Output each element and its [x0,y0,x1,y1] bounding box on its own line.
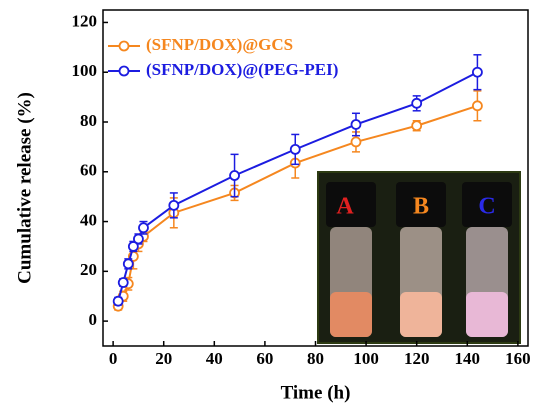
data-point [412,99,421,108]
y-axis-title: Cumulative release (%) [14,92,35,284]
y-tick-label: 100 [72,61,98,80]
y-tick-label: 40 [80,210,97,229]
data-point [473,68,482,77]
legend-marker [120,67,129,76]
data-point [351,137,360,146]
x-tick-label: 20 [155,349,172,368]
data-point [351,120,360,129]
data-point [119,278,128,287]
data-point [473,101,482,110]
y-tick-label: 120 [72,11,98,30]
y-tick-label: 20 [80,260,97,279]
x-tick-label: 140 [455,349,481,368]
x-tick-label: 160 [505,349,531,368]
y-tick-label: 60 [80,161,97,180]
y-tick-label: 80 [80,111,97,130]
inset-label: A [336,194,354,220]
legend-marker [120,42,129,51]
inset-label: B [413,194,429,220]
data-point [114,297,123,306]
data-point [169,201,178,210]
data-point [124,259,133,268]
data-point [139,223,148,232]
legend-label: (SFNP/DOX)@(PEG-PEI) [146,60,338,79]
data-point [134,234,143,243]
y-tick-label: 0 [89,310,98,329]
x-tick-label: 60 [256,349,273,368]
inset-label: C [478,194,495,220]
chart: 0 20 40 60 80 100 120 140 160 0 20 40 60 80 100 120 Time… [0,0,545,409]
legend-label: (SFNP/DOX)@GCS [146,35,293,54]
x-tick-label: 100 [353,349,379,368]
data-point [230,171,239,180]
x-tick-label: 40 [206,349,223,368]
data-point [291,145,300,154]
x-tick-label: 0 [109,349,118,368]
x-tick-label: 80 [307,349,324,368]
x-axis-title: Time (h) [281,382,351,403]
x-tick-label: 120 [404,349,430,368]
data-point [412,121,421,130]
